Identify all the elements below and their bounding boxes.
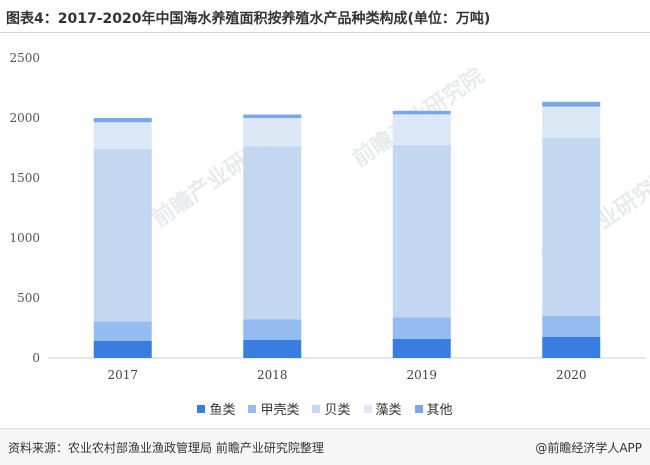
- bar-segment: [542, 138, 601, 316]
- legend-item: 其他: [414, 399, 453, 418]
- title-divider: [0, 32, 650, 33]
- y-tick-label: 2500: [9, 51, 40, 65]
- y-tick-label: 2000: [9, 111, 40, 125]
- bar-segment: [243, 146, 302, 320]
- bar-segment: [93, 122, 152, 149]
- legend-swatch: [312, 404, 321, 413]
- bar-segment: [392, 338, 451, 358]
- source-note: 资料来源：农业农村部渔业渔政管理局 前瞻产业研究院整理: [8, 441, 324, 455]
- legend-label: 贝类: [324, 403, 351, 418]
- bar-segment: [243, 118, 302, 147]
- legend-label: 其他: [426, 403, 453, 418]
- x-tick-label: 2017: [107, 368, 138, 382]
- brand-credit: @前瞻经济学人APP: [535, 441, 642, 455]
- stacked-bar-chart: 0 500 1000 1500 2000 2500 2017 2018 2019 2020: [9, 51, 646, 382]
- bar-segment: [542, 315, 601, 337]
- legend-label: 藻类: [375, 403, 402, 418]
- x-tick-label: 2019: [406, 368, 437, 382]
- y-tick-label: 1500: [9, 171, 40, 185]
- bar-segment: [392, 317, 451, 339]
- x-tick-label: 2020: [556, 368, 587, 382]
- legend-label: 甲壳类: [260, 403, 300, 418]
- legend-swatch: [363, 404, 372, 413]
- bar-segment: [243, 340, 302, 358]
- bar-segment: [392, 110, 451, 115]
- legend-item: 贝类: [312, 399, 351, 418]
- chart-title: 图表4：2017-2020年中国海水养殖面积按养殖水产品种类构成(单位：万吨): [6, 11, 491, 27]
- bar-segment: [243, 319, 302, 340]
- chart-legend: 鱼类 甲壳类 贝类 藻类 其他: [0, 399, 650, 418]
- legend-swatch: [248, 404, 257, 413]
- bar-segment: [93, 148, 152, 322]
- y-tick-label: 0: [32, 351, 40, 365]
- legend-item: 甲壳类: [248, 399, 299, 418]
- bar-segment: [243, 114, 302, 119]
- footer: 资料来源：农业农村部渔业渔政管理局 前瞻产业研究院整理 @前瞻经济学人APP: [0, 428, 650, 465]
- legend-item: 藻类: [363, 399, 402, 418]
- legend-item: 鱼类: [197, 399, 235, 418]
- bar-segment: [392, 114, 451, 145]
- y-tick-label: 500: [17, 291, 40, 305]
- bar-segment: [93, 118, 152, 123]
- bar-segment: [542, 337, 601, 358]
- bar-segment: [93, 321, 152, 341]
- legend-swatch: [414, 404, 423, 413]
- bar-segment: [542, 101, 601, 107]
- bar-segment: [93, 340, 152, 358]
- bar-segment: [392, 144, 451, 318]
- y-tick-label: 1000: [9, 231, 40, 245]
- legend-swatch: [197, 404, 206, 413]
- legend-label: 鱼类: [209, 403, 236, 418]
- x-tick-label: 2018: [257, 368, 288, 382]
- bar-segment: [542, 106, 601, 139]
